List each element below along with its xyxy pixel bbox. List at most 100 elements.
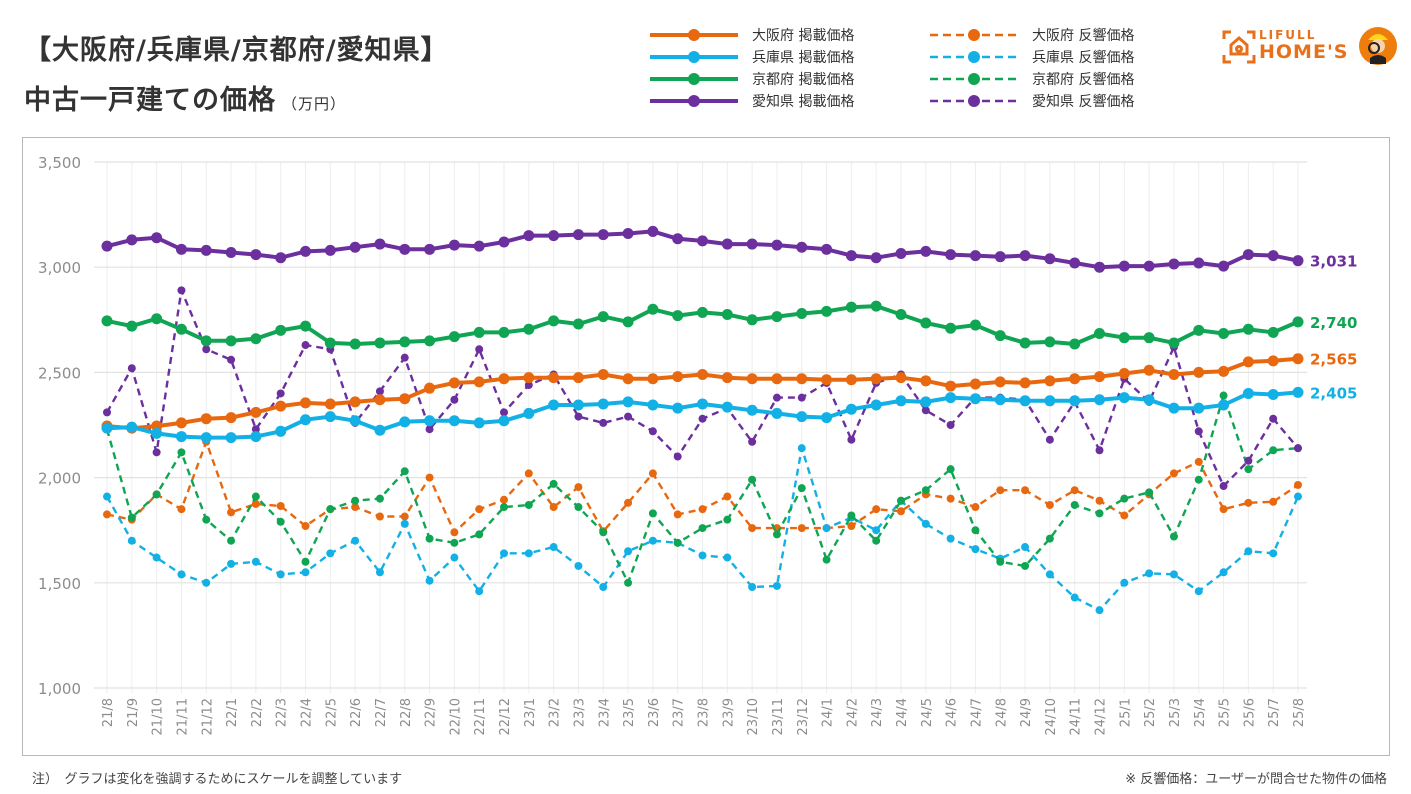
data-point [250, 406, 262, 418]
data-point [227, 508, 236, 517]
data-point [897, 496, 905, 505]
data-point [822, 524, 831, 533]
data-point [672, 233, 684, 245]
data-point [374, 337, 386, 349]
data-point [1242, 249, 1254, 261]
chart-frame: 1,000 1,500 2,000 2,500 3,000 3,500 21/8 21/9 21… [22, 137, 1390, 756]
data-point [574, 483, 583, 492]
x-tick-label: 25/3 [1168, 698, 1183, 727]
data-point [1294, 480, 1302, 489]
data-point [1069, 338, 1081, 350]
x-tick-label: 24/5 [920, 698, 935, 727]
data-point [920, 375, 932, 387]
data-point [996, 557, 1005, 566]
data-point [574, 503, 583, 512]
data-point [847, 511, 856, 520]
legend-item: 京都府 反響価格 [928, 68, 1134, 90]
data-point [473, 417, 485, 429]
data-point [599, 528, 608, 537]
data-point [523, 407, 535, 419]
data-point [721, 372, 733, 384]
data-point [1118, 392, 1130, 404]
legend-label: 大阪府 掲載価格 [752, 28, 855, 44]
unit-label: （万円） [282, 95, 347, 113]
legend-label: 京都府 反響価格 [1032, 72, 1135, 88]
data-point [400, 353, 409, 362]
data-point [523, 230, 535, 242]
x-tick-label: 24/3 [870, 698, 885, 727]
x-tick-label: 23/11 [771, 698, 786, 735]
data-point [399, 393, 411, 405]
x-tick-label: 24/8 [994, 698, 1009, 727]
data-point [945, 322, 957, 334]
legend-line-marker-icon [930, 29, 1018, 41]
data-point [1244, 498, 1253, 507]
data-point [250, 333, 262, 345]
data-point [1269, 549, 1278, 558]
legend-item: 愛知県 反響価格 [928, 90, 1134, 112]
data-point [450, 528, 459, 537]
x-tick-label: 23/3 [572, 698, 587, 727]
data-point [1070, 500, 1079, 509]
data-point [1021, 543, 1030, 552]
x-tick-label: 24/2 [845, 698, 860, 727]
data-point [673, 452, 682, 461]
data-point [1169, 469, 1178, 478]
data-point [1070, 593, 1079, 602]
legend-line-marker-icon [650, 95, 738, 107]
data-point [549, 543, 558, 552]
x-tick-label: 23/7 [672, 698, 687, 727]
data-point [1194, 475, 1203, 484]
data-point [1044, 336, 1056, 348]
data-point [152, 490, 161, 499]
data-point [523, 323, 535, 335]
legend-item: 京都府 掲載価格 [648, 68, 854, 90]
data-point [1143, 260, 1155, 272]
data-point [771, 239, 783, 251]
data-point [796, 411, 808, 423]
data-point [895, 395, 907, 407]
data-point [622, 373, 634, 385]
y-tick-label: 3,000 [38, 259, 81, 277]
legend-item: 大阪府 掲載価格 [648, 24, 854, 46]
data-point [548, 230, 560, 242]
data-point [1292, 353, 1304, 365]
data-point [1168, 258, 1180, 270]
data-point [821, 305, 833, 317]
data-point [1168, 369, 1180, 381]
data-point [425, 534, 434, 543]
data-point [648, 509, 657, 518]
data-point [549, 479, 558, 488]
data-point [672, 371, 684, 383]
data-point [821, 412, 833, 424]
data-point [251, 557, 260, 566]
data-point [375, 494, 384, 503]
data-point [597, 311, 609, 323]
data-point [1145, 569, 1154, 578]
data-point [103, 510, 111, 519]
x-tick-label: 21/10 [151, 698, 166, 735]
data-point [847, 435, 856, 444]
data-point [1168, 402, 1180, 414]
data-point [946, 421, 955, 429]
data-point [1019, 377, 1031, 389]
data-point [225, 432, 237, 444]
data-point [275, 324, 287, 336]
data-point [300, 320, 311, 332]
data-point [324, 398, 336, 410]
data-point [400, 512, 409, 521]
data-point [200, 244, 212, 256]
data-point [523, 372, 535, 384]
x-tick-label: 24/7 [969, 698, 984, 727]
data-point [1267, 250, 1279, 262]
data-point [697, 398, 708, 410]
data-point [648, 427, 657, 436]
data-point [101, 422, 113, 434]
data-point [572, 399, 584, 411]
data-point [1193, 324, 1205, 336]
data-point [723, 553, 732, 562]
x-tick-label: 24/10 [1044, 698, 1059, 735]
data-point [276, 502, 285, 511]
data-point [821, 374, 833, 386]
data-point [126, 421, 138, 433]
